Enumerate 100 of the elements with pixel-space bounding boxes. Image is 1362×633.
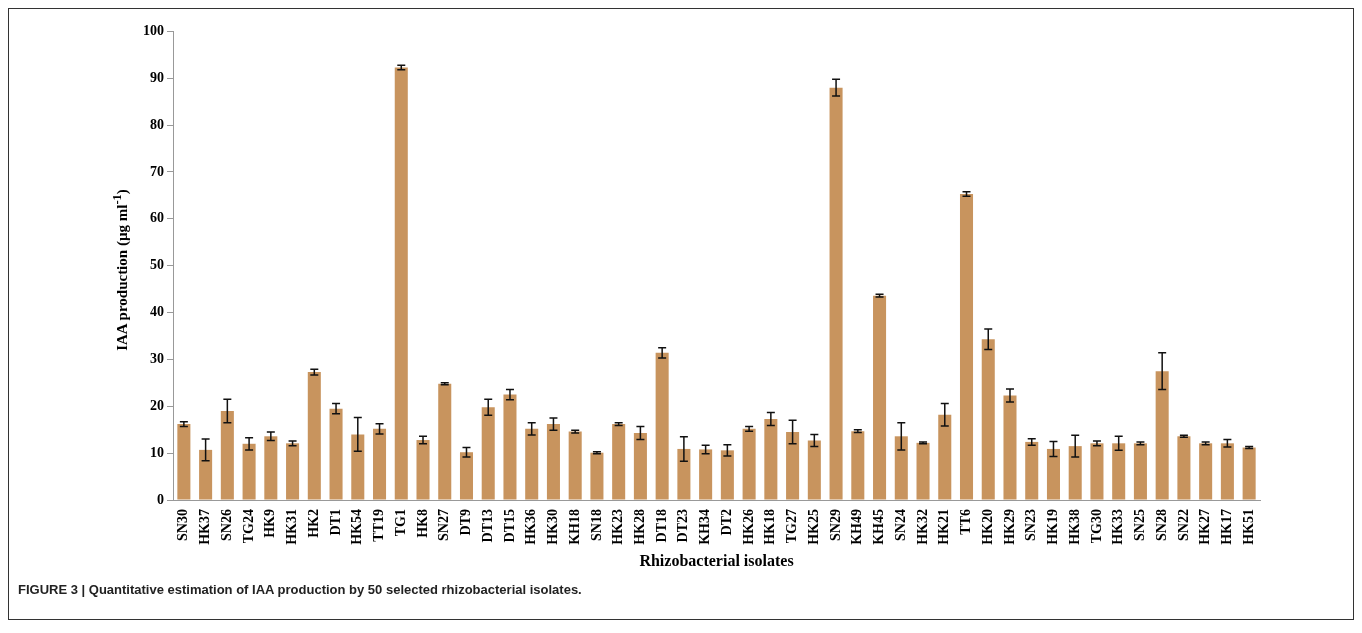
x-tick-label: HK31 [284,509,300,545]
x-tick-label: HK36 [523,509,539,545]
x-tick-label: SN29 [827,509,843,541]
bar [786,432,800,500]
x-tick-label: TG27 [784,509,800,544]
bar [1133,443,1147,500]
x-tick-label: HK26 [740,509,756,545]
bar [1068,446,1082,500]
x-tick-label: DT23 [675,509,691,543]
y-tick-label: 10 [150,444,164,460]
bar [699,449,713,500]
bar [742,428,756,500]
y-tick-label: 100 [143,23,164,39]
bar [546,424,560,500]
x-tick-label: HK32 [914,509,930,545]
x-tick-label: TT19 [371,509,387,542]
bar [938,414,952,500]
bar [677,448,691,500]
x-tick-label: TG24 [240,509,256,544]
x-tick-label: DT13 [479,509,495,543]
bar [329,408,343,500]
x-tick-label: HK8 [414,509,430,538]
x-tick-label: HK33 [1110,509,1126,545]
x-tick-label: DT1 [327,509,343,536]
bar [1003,395,1017,500]
x-tick-label: HK38 [1066,509,1082,545]
x-tick-label: SN25 [1132,509,1148,541]
y-tick-label: 20 [150,397,164,413]
x-tick-label: HK23 [610,509,626,545]
x-tick-label: HK21 [936,509,952,545]
x-tick-label: SN18 [588,509,604,541]
bar [916,442,930,500]
x-tick-label: SN23 [1023,509,1039,541]
bar [1112,443,1126,500]
bar [220,410,234,500]
bar [590,452,604,500]
x-tick-label: HK54 [349,509,365,545]
bar [959,194,974,500]
bar [764,418,778,500]
x-tick-label: HK18 [762,509,778,545]
bar [1199,443,1213,500]
bar [459,452,474,500]
bar [481,407,495,500]
x-tick-label: DT15 [501,509,517,543]
bar [1155,371,1169,500]
x-tick-label: DT2 [718,509,734,536]
x-tick-label: HK20 [979,509,995,545]
x-tick-label: HK29 [1001,509,1017,545]
x-tick-label: SN28 [1153,509,1169,541]
x-tick-label: DT18 [653,509,669,543]
x-tick-label: HK9 [262,509,278,538]
bar [1220,443,1234,500]
bar [416,440,430,500]
x-tick-label: SN22 [1175,509,1191,541]
bar [286,443,300,500]
bar [873,295,887,500]
bar [807,440,821,500]
bar [612,424,626,500]
y-tick-label: 60 [150,210,164,226]
bar [851,431,865,500]
x-axis-title: Rhizobacterial isolates [639,551,794,569]
bar [199,449,213,500]
bar [373,428,387,500]
x-tick-label: HK30 [545,509,561,545]
x-tick-label: HK27 [1197,509,1213,545]
x-tick-label: SN30 [175,509,191,541]
bar [1090,443,1104,500]
bar [394,67,408,500]
bar [829,87,843,500]
bar [351,434,365,500]
x-tick-label: HK25 [805,509,821,545]
caption: FIGURE 3 | Quantitative estimation of IAA production by 50 selected rhizobacterial isolates. [18,582,582,597]
bar [525,428,539,500]
x-tick-label: HK51 [1240,509,1256,545]
bar [1046,448,1060,500]
y-tick-label: 50 [150,257,164,273]
bar [503,394,517,500]
bar [655,352,669,500]
x-tick-label: HK37 [197,509,213,545]
x-tick-label: KH45 [871,509,887,545]
x-tick-label: HK17 [1219,509,1234,545]
y-tick-label: 80 [150,116,164,132]
bar [438,383,452,500]
x-tick-label: TT6 [958,509,974,535]
bar [307,372,321,500]
x-tick-label: KH49 [849,509,865,545]
bar [720,450,734,500]
x-tick-label: HK19 [1045,509,1061,545]
bar [1177,436,1191,500]
y-tick-label: 70 [150,163,164,179]
x-tick-label: DT9 [458,509,474,536]
x-tick-label: KH18 [566,509,582,545]
bar [242,443,256,500]
bar [1025,441,1039,500]
x-tick-label: SN26 [218,509,234,541]
bar [264,436,278,500]
x-tick-label: KH34 [697,509,713,545]
x-tick-label: SN24 [892,509,908,541]
bar [1242,447,1256,500]
bar [894,436,908,500]
